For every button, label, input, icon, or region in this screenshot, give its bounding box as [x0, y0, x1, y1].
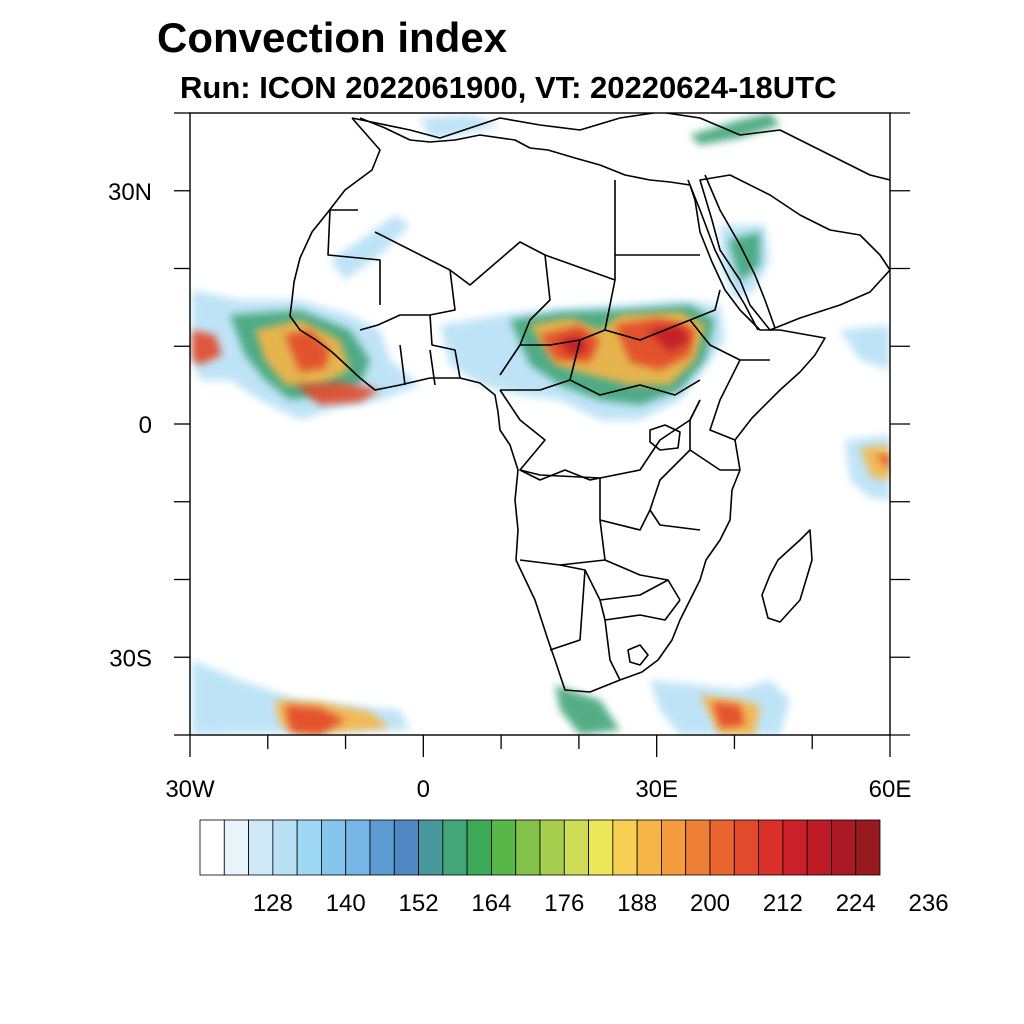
colorbar-swatch [855, 819, 881, 876]
red-sea-west [687, 179, 759, 331]
lon-tick-label: 30E [635, 776, 678, 803]
convection-fields [192, 113, 890, 735]
africa-coastline [289, 117, 826, 693]
colorbar-swatch [223, 819, 249, 876]
axis-ticks: 30N 0 30S 30W 0 30E 60E [108, 112, 912, 803]
colorbar-label: 128 [253, 890, 293, 917]
colorbar-label: 236 [909, 890, 949, 917]
colorbar-label: 224 [836, 890, 876, 917]
colorbar-swatch [248, 819, 274, 876]
convection-region [690, 113, 780, 145]
arabian-peninsula [699, 174, 890, 331]
colorbar-swatch [393, 819, 419, 876]
red-sea-east [704, 174, 776, 329]
colorbar-label: 176 [544, 890, 584, 917]
colorbar-swatch [588, 819, 614, 876]
colorbar-swatch [199, 819, 225, 876]
convection-region [555, 685, 620, 735]
coastlines [289, 113, 890, 693]
colorbar-label: 200 [690, 890, 730, 917]
colorbar-swatch [539, 819, 565, 876]
convection-region [285, 705, 345, 735]
colorbar-swatch [733, 819, 759, 876]
colorbar-label: 152 [399, 890, 439, 917]
colorbar-swatch [442, 819, 468, 876]
colorbar-swatch [782, 819, 808, 876]
borders-south [519, 469, 681, 681]
convection-region [840, 325, 890, 370]
madagascar [761, 529, 813, 623]
borders-east [615, 254, 770, 531]
colorbar-label: 212 [763, 890, 803, 917]
mediterranean-shore [351, 113, 890, 181]
colorbar-swatch [636, 819, 662, 876]
colorbar-label: 188 [617, 890, 657, 917]
convection-region [420, 115, 500, 138]
lesotho [627, 644, 649, 666]
colorbar-swatch [296, 819, 322, 876]
lat-tick-label: 30S [109, 645, 152, 672]
colorbar-label: 140 [326, 890, 366, 917]
colorbar-swatch [345, 819, 371, 876]
lat-tick-label: 0 [139, 412, 152, 439]
chart-subtitle: Run: ICON 2022061900, VT: 20220624-18UTC [180, 70, 837, 105]
colorbar-swatch [563, 819, 589, 876]
lon-tick-label: 60E [869, 776, 912, 803]
colorbar-swatch [466, 819, 492, 876]
convection-region [860, 445, 890, 480]
colorbar-swatch [612, 819, 638, 876]
colorbar: 128 140 152 164 176 188 200 212 224 236 [199, 819, 949, 917]
colorbar-swatch [685, 819, 711, 876]
convection-region [295, 382, 380, 405]
convection-region [285, 330, 330, 372]
convection-region [876, 455, 890, 470]
colorbar-swatch [709, 819, 735, 876]
lon-tick-label: 30W [165, 776, 215, 803]
convection-region [330, 215, 410, 280]
convection-region [712, 702, 745, 728]
colorbar-swatch [272, 819, 298, 876]
chart-title: Convection index [157, 14, 508, 61]
colorbar-label: 164 [471, 890, 511, 917]
lake-victoria [649, 424, 681, 451]
lon-tick-label: 0 [417, 776, 430, 803]
colorbar-swatch [661, 819, 687, 876]
colorbar-swatch [515, 819, 541, 876]
colorbar-swatch [321, 819, 347, 876]
colorbar-swatch [831, 819, 857, 876]
convection-region [192, 330, 222, 365]
colorbar-swatch [369, 819, 395, 876]
lat-tick-label: 30N [108, 179, 152, 206]
colorbar-swatch [418, 819, 444, 876]
map-background [190, 113, 890, 735]
colorbar-swatch [491, 819, 517, 876]
colorbar-swatch [806, 819, 832, 876]
colorbar-swatch [758, 819, 784, 876]
